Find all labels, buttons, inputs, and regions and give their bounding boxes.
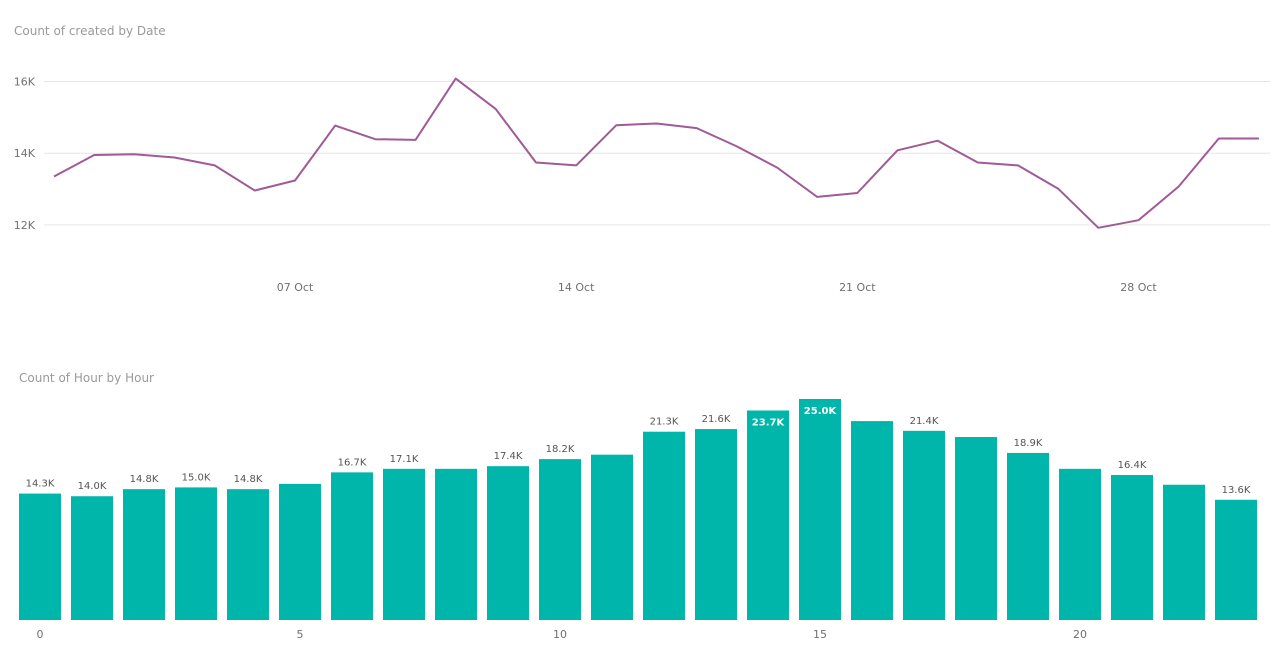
bar-hour-19[interactable] bbox=[1007, 452, 1049, 620]
x-tick-label: 5 bbox=[297, 628, 304, 641]
bar-hour-4[interactable] bbox=[227, 489, 269, 620]
bar-chart-svg: 14.3K 14.0K 14.8K 15.0K 14.8K 16.7K 17.1K 17.4K… bbox=[19, 399, 1257, 641]
bar-hour-11[interactable] bbox=[591, 454, 633, 620]
bar-data-label: 18.9K bbox=[1014, 438, 1043, 449]
line-point[interactable] bbox=[694, 125, 700, 131]
bar-data-label: 18.2K bbox=[546, 444, 575, 455]
line-point[interactable] bbox=[453, 76, 459, 82]
bar-data-label: 25.0K bbox=[804, 406, 838, 417]
series-line[interactable] bbox=[53, 77, 1259, 229]
bar-data-label: 23.7K bbox=[752, 417, 786, 428]
bar-hour-21[interactable] bbox=[1111, 475, 1153, 620]
line-point[interactable] bbox=[332, 123, 338, 129]
bar-hour-3[interactable] bbox=[175, 487, 217, 620]
line-point[interactable] bbox=[212, 162, 218, 168]
line-chart-visual[interactable]: Count of created by Date 16K 14K 12K 07 Oct… bbox=[0, 0, 1280, 330]
bar-chart-title: Count of Hour by Hour bbox=[19, 371, 154, 385]
line-point[interactable] bbox=[654, 120, 660, 126]
x-tick-label: 20 bbox=[1073, 628, 1087, 641]
line-point[interactable] bbox=[854, 190, 860, 196]
line-point[interactable] bbox=[573, 162, 579, 168]
bar-hour-18[interactable] bbox=[955, 437, 997, 620]
y-tick-label: 14K bbox=[14, 147, 36, 160]
line-point[interactable] bbox=[1015, 162, 1021, 168]
line-point[interactable] bbox=[1136, 217, 1142, 223]
bar-hour-9[interactable] bbox=[487, 466, 529, 620]
bar-data-label: 16.7K bbox=[338, 457, 367, 468]
line-point[interactable] bbox=[413, 137, 419, 143]
line-point[interactable] bbox=[1256, 136, 1262, 142]
bar-hour-2[interactable] bbox=[123, 489, 165, 620]
line-point[interactable] bbox=[734, 143, 740, 149]
bar-hour-5[interactable] bbox=[279, 483, 321, 620]
bar-chart-visual[interactable]: Count of Hour by Hour 14.3K 14.0K 14.8K 15.… bbox=[0, 330, 1280, 658]
line-point[interactable] bbox=[895, 147, 901, 153]
bar-data-label: 17.4K bbox=[494, 451, 523, 462]
line-point[interactable] bbox=[252, 187, 258, 193]
x-tick-label: 10 bbox=[553, 628, 567, 641]
line-point[interactable] bbox=[51, 174, 57, 180]
bar-hour-17[interactable] bbox=[903, 430, 945, 620]
line-point[interactable] bbox=[613, 122, 619, 128]
line-point[interactable] bbox=[1216, 136, 1222, 142]
bar-hour-15[interactable] bbox=[799, 399, 841, 620]
line-point[interactable] bbox=[372, 136, 378, 142]
bar-hour-23[interactable] bbox=[1215, 499, 1257, 620]
line-point[interactable] bbox=[533, 160, 539, 166]
bar-data-label: 14.8K bbox=[234, 474, 263, 485]
line-point[interactable] bbox=[935, 138, 941, 144]
line-point[interactable] bbox=[1176, 184, 1182, 190]
bar-data-label: 21.6K bbox=[702, 414, 731, 425]
line-point[interactable] bbox=[975, 160, 981, 166]
bar-data-label: 14.8K bbox=[130, 474, 159, 485]
y-tick-label: 16K bbox=[14, 76, 36, 89]
x-tick-label: 21 Oct bbox=[839, 281, 876, 294]
x-tick-label: 15 bbox=[813, 628, 827, 641]
line-chart-svg: 16K 14K 12K 07 Oct 14 Oct 21 Oct 28 Oct bbox=[14, 76, 1270, 294]
bar-hour-12[interactable] bbox=[643, 431, 685, 620]
bar-hour-22[interactable] bbox=[1163, 484, 1205, 620]
bar-hour-16[interactable] bbox=[851, 421, 893, 620]
bar-data-label: 14.0K bbox=[78, 481, 107, 492]
line-point[interactable] bbox=[493, 106, 499, 112]
bar-hour-7[interactable] bbox=[383, 468, 425, 620]
x-tick-label: 14 Oct bbox=[558, 281, 595, 294]
bar-data-label: 21.4K bbox=[910, 416, 939, 427]
bar-data-label: 13.6K bbox=[1222, 485, 1251, 496]
bar-data-label: 15.0K bbox=[182, 472, 211, 483]
line-point[interactable] bbox=[172, 155, 178, 161]
bar-hour-14[interactable] bbox=[747, 410, 789, 620]
y-tick-label: 12K bbox=[14, 219, 36, 232]
line-point[interactable] bbox=[814, 194, 820, 200]
bar-data-label: 16.4K bbox=[1118, 460, 1147, 471]
line-point[interactable] bbox=[1095, 225, 1101, 231]
bar-hour-6[interactable] bbox=[331, 472, 373, 620]
x-tick-label: 0 bbox=[37, 628, 44, 641]
bar-hour-0[interactable] bbox=[19, 493, 61, 620]
bar-hour-8[interactable] bbox=[435, 468, 477, 620]
x-tick-label: 28 Oct bbox=[1120, 281, 1157, 294]
bar-hour-20[interactable] bbox=[1059, 468, 1101, 620]
line-point[interactable] bbox=[774, 165, 780, 171]
bar-hour-10[interactable] bbox=[539, 459, 581, 620]
bar-data-label: 21.3K bbox=[650, 417, 679, 428]
bar-hour-1[interactable] bbox=[71, 496, 113, 620]
line-chart-title: Count of created by Date bbox=[14, 24, 166, 38]
bar-data-label: 17.1K bbox=[390, 454, 419, 465]
bar-data-label: 14.3K bbox=[26, 479, 55, 490]
line-point[interactable] bbox=[292, 177, 298, 183]
bar-hour-13[interactable] bbox=[695, 429, 737, 620]
x-tick-label: 07 Oct bbox=[277, 281, 314, 294]
line-point[interactable] bbox=[91, 152, 97, 158]
line-point[interactable] bbox=[1055, 186, 1061, 192]
line-point[interactable] bbox=[131, 151, 137, 157]
